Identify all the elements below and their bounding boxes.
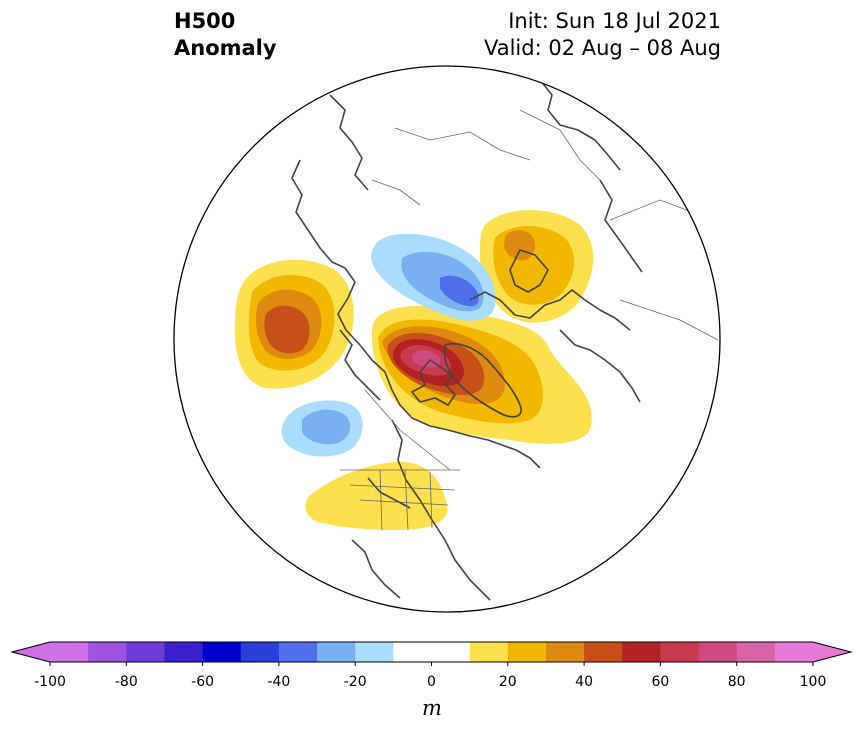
anomaly-fill-layer [234, 79, 719, 601]
border-layer [340, 109, 719, 531]
colorbar-bin [278, 642, 318, 662]
colorbar-bin [698, 642, 738, 662]
colorbar-tick-label: -80 [114, 674, 138, 690]
colorbar-tick-label: -40 [267, 674, 291, 690]
colorbar-tick-label: -60 [191, 674, 215, 690]
colorbar-bin [393, 642, 471, 662]
colorbar-bin [50, 642, 89, 662]
colorbar-tick-label: 40 [575, 674, 594, 690]
colorbar-bin [88, 642, 127, 662]
colorbar-tick-label: -20 [343, 674, 367, 690]
colorbar-tick-label: -100 [34, 674, 66, 690]
init-time: Init: Sun 18 Jul 2021 [508, 9, 721, 33]
colorbar-bin [774, 642, 814, 662]
field-subtitle: Anomaly [174, 36, 277, 60]
colorbar-bin [622, 642, 661, 662]
colorbar-bin [660, 642, 700, 662]
anomaly-ridge-canadian-arctic [371, 305, 592, 444]
anomaly-ridge-central-us [305, 461, 448, 530]
colorbar-bin [317, 642, 356, 662]
colorbar [10, 641, 853, 666]
colorbar-bin [736, 642, 776, 662]
coastline-layer [291, 79, 643, 601]
colorbar-tick-label: 100 [799, 674, 827, 690]
anomaly-trough-arctic [370, 233, 496, 321]
field-title: H500 [174, 9, 236, 33]
colorbar-bin [164, 642, 204, 662]
anomaly-trough-gulf-of-alaska [281, 400, 363, 457]
colorbar-bin [584, 642, 623, 662]
colorbar-bin [507, 642, 547, 662]
colorbar-tick-label: 20 [498, 674, 517, 690]
colorbar-bin [545, 642, 585, 662]
colorbar-unit-label: m [422, 696, 442, 720]
colorbar-extend-high [813, 642, 851, 662]
colorbar-tick-label: 80 [727, 674, 746, 690]
title-block-right: Init: Sun 18 Jul 2021 Valid: 02 Aug – 08… [484, 8, 721, 62]
colorbar-tick-label: 0 [427, 674, 436, 690]
colorbar-tick-label: 60 [651, 674, 670, 690]
colorbar-bin [355, 642, 394, 662]
map-boundary [173, 65, 721, 613]
valid-period: Valid: 02 Aug – 08 Aug [483, 36, 721, 60]
colorbar-bin [240, 642, 280, 662]
colorbar-bin [126, 642, 165, 662]
anomaly-ridge-north-pacific [234, 259, 354, 389]
colorbar-bin [202, 642, 242, 662]
polar-map [173, 65, 721, 613]
colorbar-extend-low [12, 642, 50, 662]
colorbar-bin [469, 642, 509, 662]
title-block-left: H500 Anomaly [174, 8, 277, 62]
